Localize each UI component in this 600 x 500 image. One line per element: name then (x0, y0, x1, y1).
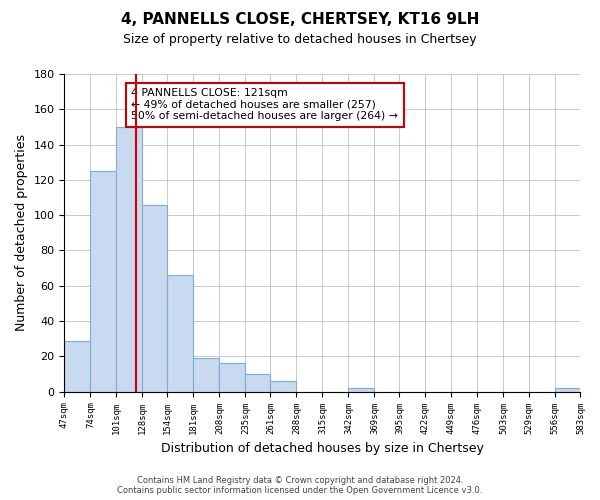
Bar (64, 340, 91, 392)
Text: 4 PANNELLS CLOSE: 121sqm
← 49% of detached houses are smaller (257)
50% of semi-: 4 PANNELLS CLOSE: 121sqm ← 49% of detach… (131, 88, 398, 122)
Bar (193, 358, 220, 392)
Bar (245, 374, 271, 392)
Text: 4, PANNELLS CLOSE, CHERTSEY, KT16 9LH: 4, PANNELLS CLOSE, CHERTSEY, KT16 9LH (121, 12, 479, 28)
Bar (554, 388, 580, 392)
Y-axis label: Number of detached properties: Number of detached properties (15, 134, 28, 332)
Bar (167, 275, 193, 392)
Bar (116, 127, 142, 392)
X-axis label: Distribution of detached houses by size in Chertsey: Distribution of detached houses by size … (161, 442, 484, 455)
Text: Contains HM Land Registry data © Crown copyright and database right 2024.
Contai: Contains HM Land Registry data © Crown c… (118, 476, 482, 495)
Text: Size of property relative to detached houses in Chertsey: Size of property relative to detached ho… (123, 32, 477, 46)
Bar (349, 388, 374, 392)
Bar (91, 171, 116, 392)
Bar (142, 204, 167, 392)
Bar (271, 381, 296, 392)
Bar (220, 364, 245, 392)
